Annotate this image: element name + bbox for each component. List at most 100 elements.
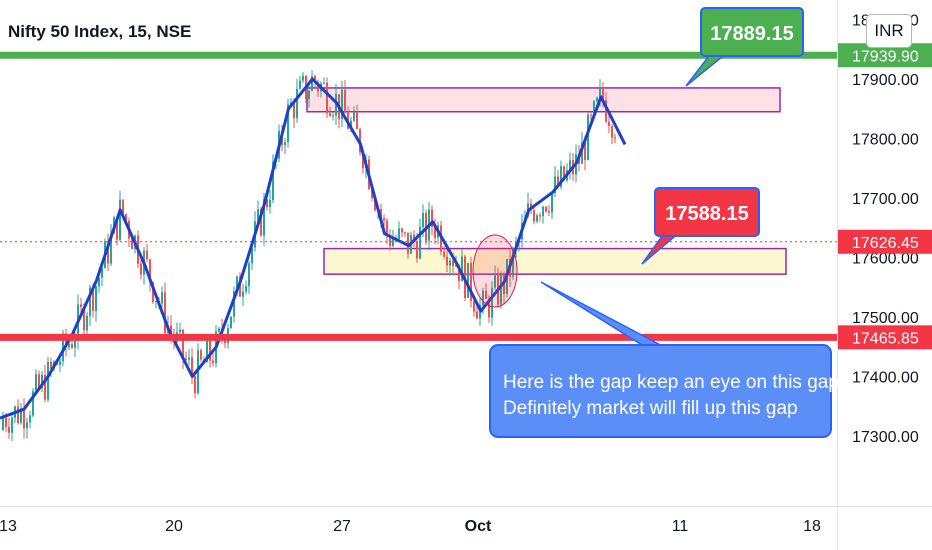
candle-body [593, 101, 595, 115]
candle-body [182, 329, 184, 359]
candle-body [269, 200, 271, 208]
candle-body [353, 112, 355, 121]
candle-body [236, 276, 238, 292]
candle-body [188, 357, 190, 360]
candle-body [95, 286, 97, 312]
gap-note-line: Here is the gap keep an eye on this gap [503, 372, 839, 393]
candle-body [605, 100, 607, 122]
upper-zone [306, 87, 781, 113]
candle-body [179, 329, 181, 333]
candle-body [494, 275, 496, 288]
candle-body [569, 160, 571, 171]
candle-body [23, 408, 25, 429]
candle-body [146, 250, 148, 260]
candle-body [560, 166, 562, 187]
chart-title: Nifty 50 Index, 15, NSE [8, 22, 192, 41]
candle-body [488, 298, 490, 318]
candle-body [614, 137, 616, 139]
candle-body [386, 220, 388, 236]
candle-body [443, 251, 445, 257]
candle-body [473, 301, 475, 312]
candle-body [590, 114, 592, 116]
candle-body [185, 358, 187, 360]
candle-body [5, 417, 7, 427]
x-tick-label: 18 [803, 518, 821, 535]
candle-body [611, 126, 613, 138]
candle-body [344, 89, 346, 113]
candle-body [149, 259, 151, 283]
x-tick-label: 13 [0, 518, 17, 535]
currency-badge[interactable]: INR [866, 14, 912, 48]
y-tick-label: 17700.00 [852, 191, 919, 208]
candle-body [248, 263, 250, 287]
candle-body [380, 209, 382, 219]
support-price-tag: 17465.85 [838, 325, 932, 350]
candle-body [557, 176, 559, 187]
candle-body [8, 426, 10, 433]
candle-body [62, 333, 64, 362]
gap-zone [323, 247, 787, 275]
y-tick-label: 17500.00 [852, 310, 919, 327]
candle-body [482, 290, 484, 305]
candle-body [230, 316, 232, 329]
candle-body [461, 256, 463, 282]
candle-body [293, 102, 295, 119]
candle-body [533, 210, 535, 222]
candle-body [311, 76, 313, 91]
candle-body [74, 340, 76, 348]
candle-body [206, 340, 208, 363]
candle-body [296, 88, 298, 119]
candle-body [458, 264, 460, 282]
candle-body [422, 212, 424, 227]
candle-body [539, 215, 541, 217]
candle-body [350, 120, 352, 129]
candle-body [41, 374, 43, 389]
candle-body [86, 315, 88, 331]
x-tick-label: 11 [672, 518, 689, 535]
candle-body [371, 189, 373, 198]
candle-body [536, 215, 538, 222]
candle-body [233, 291, 235, 317]
candle-body [581, 142, 583, 164]
candle-body [434, 227, 436, 238]
gap-highlight-ellipse [472, 234, 518, 308]
candle-body [500, 274, 502, 305]
candle-body [245, 286, 247, 292]
candle-body [251, 247, 253, 264]
candle-body [551, 193, 553, 213]
lower-callout-text: 17588.15 [665, 203, 748, 225]
candle-body [89, 287, 91, 316]
candle-body [563, 166, 565, 181]
candle-body [200, 350, 202, 360]
candle-body [11, 417, 13, 433]
candle-body [485, 290, 487, 299]
candle-body [413, 234, 415, 242]
candle-body [584, 142, 586, 160]
candle-body [116, 217, 118, 240]
candle-body [29, 415, 31, 423]
candle-body [212, 360, 214, 364]
candle-body [194, 376, 196, 394]
candle-body [98, 277, 100, 287]
candle-body [110, 233, 112, 264]
candle-body [47, 361, 49, 400]
candle-body [608, 121, 610, 127]
y-tick-label: 17800.00 [852, 132, 919, 149]
candle-body [392, 239, 394, 247]
upper-callout-text: 17889.15 [710, 23, 793, 45]
candle-body [476, 311, 478, 319]
candle-body [401, 228, 403, 233]
candle-body [152, 282, 154, 302]
current-price-tag: 17626.45 [838, 229, 932, 254]
candle-body [326, 82, 328, 114]
resistance-price-tag-text: 17939.90 [852, 48, 919, 65]
candle-body [374, 197, 376, 211]
candle-body [80, 304, 82, 307]
candle-body [470, 263, 472, 302]
candle-body [389, 235, 391, 247]
gap-note-callout: Here is the gap keep an eye on this gap D… [489, 281, 839, 438]
candle-body [287, 104, 289, 143]
candle-body [71, 344, 73, 348]
